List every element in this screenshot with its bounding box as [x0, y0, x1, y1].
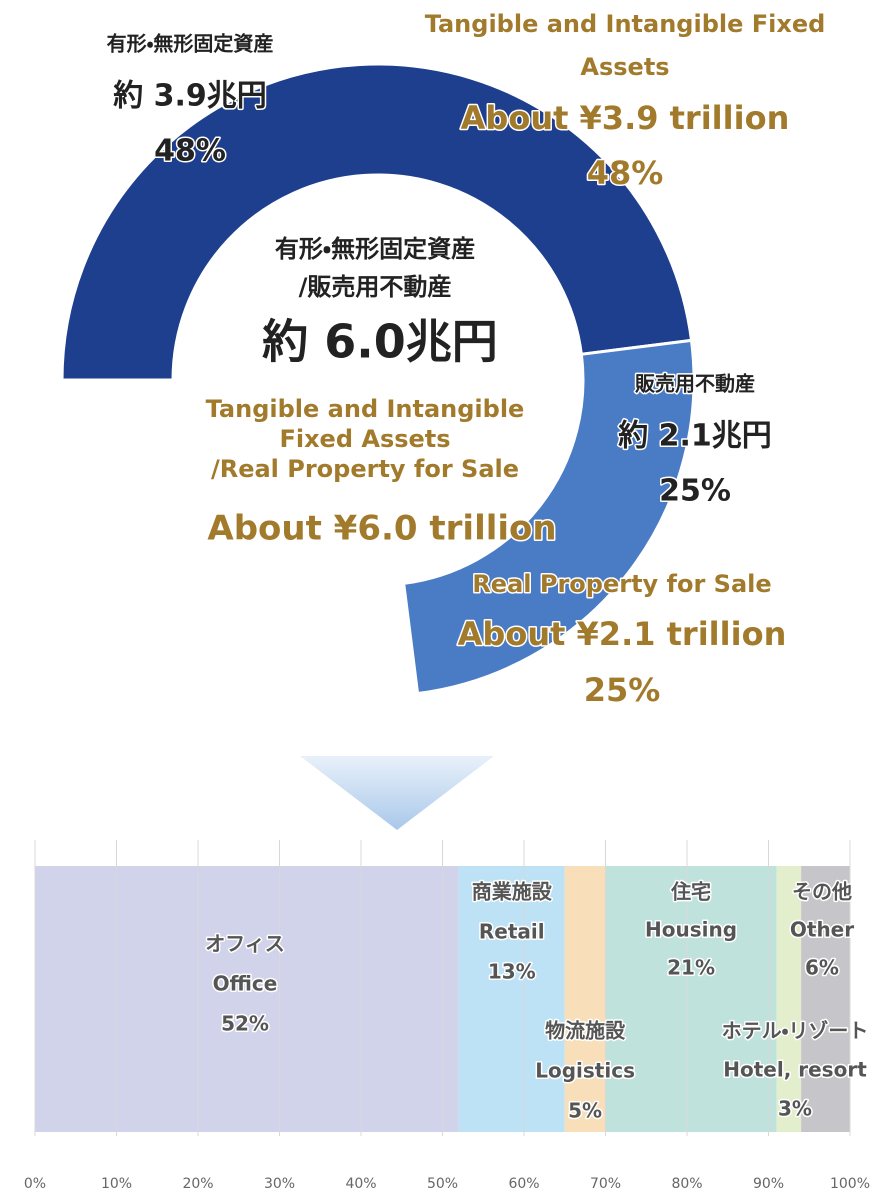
segment-value-label: 5% [568, 1099, 602, 1123]
x-tick-label: 60% [508, 1176, 539, 1192]
arrow [300, 756, 494, 830]
segment-name-ja: 住宅 [670, 880, 711, 904]
segment-percent-ja: 25% [659, 474, 731, 509]
x-tick-label: 80% [671, 1176, 702, 1192]
segment-value-label: 21% [667, 956, 715, 980]
segment-value-label: 6% [805, 956, 839, 980]
center-amount-en: About ¥6.0 trillion [207, 509, 556, 549]
segment-percent-ja: 48% [154, 134, 226, 169]
center-title-ja: /販売用不動産 [299, 273, 452, 301]
bar-segment [35, 866, 459, 1132]
segment-name-ja: 商業施設 [472, 880, 553, 904]
center-title-ja: 有形・無形固定資産 [275, 235, 475, 263]
segment-name-ja: 販売用不動産 [635, 372, 755, 396]
segment-value-label: 3% [778, 1097, 812, 1121]
segment-name-ja: その他 [792, 880, 852, 904]
segment-name-ja: ホテル・リゾート [722, 1019, 869, 1043]
segment-amount-ja: 約 2.1兆円 [618, 419, 772, 454]
x-tick-label: 100% [830, 1176, 870, 1192]
bar-segment [458, 866, 565, 1132]
bar-segment [605, 866, 777, 1132]
segment-name: Hotel, resort [723, 1058, 867, 1082]
segment-amount-en: About ¥2.1 trillion [458, 615, 787, 653]
x-tick-label: 40% [345, 1176, 376, 1192]
segment-name-ja: 有形・無形固定資産 [107, 32, 274, 56]
bar-segment [564, 866, 606, 1132]
donut-segment [60, 62, 694, 382]
center-title-en: Tangible and Intangible [206, 395, 525, 423]
center-title-en: /Real Property for Sale [211, 455, 519, 483]
segment-percent-en: 25% [584, 671, 661, 709]
segment-name: Retail [479, 920, 545, 944]
segment-percent-en: 48% [587, 154, 664, 192]
segment-name: Other [790, 918, 854, 942]
bar-segment [776, 866, 802, 1132]
center-amount-ja: 約 6.0兆円 [262, 315, 498, 369]
segment-value-label: 13% [488, 960, 536, 984]
center-title-en: Fixed Assets [279, 425, 450, 453]
bar-segment [801, 866, 850, 1132]
segment-name-en: Assets [580, 53, 669, 81]
segment-name: Logistics [535, 1059, 635, 1083]
x-tick-label: 90% [753, 1176, 784, 1192]
segment-name-en: Real Property for Sale [472, 570, 771, 598]
x-tick-label: 10% [101, 1176, 132, 1192]
x-tick-label: 70% [590, 1176, 621, 1192]
segment-name: Housing [645, 918, 737, 942]
stacked-bar-chart: 0% 10% 20% 30% 40% 50% 60% 70% 80% 90% 100% オフィス Off… [24, 840, 870, 1192]
segment-name-ja: オフィス [205, 932, 285, 956]
segment-amount-en: About ¥3.9 trillion [461, 99, 790, 137]
x-tick-label: 0% [24, 1176, 46, 1192]
segment-name-ja: 物流施設 [545, 1019, 626, 1043]
bar-segments [35, 866, 850, 1132]
x-tick-label: 30% [264, 1176, 295, 1192]
x-tick-label: 20% [182, 1176, 213, 1192]
segment-name: Office [213, 972, 278, 996]
x-tick-label: 50% [427, 1176, 458, 1192]
segment-amount-ja: 約 3.9兆円 [113, 79, 267, 114]
segment-value-label: 52% [221, 1012, 269, 1036]
segment-name-en: Tangible and Intangible Fixed [425, 10, 826, 38]
donut-segment [402, 338, 696, 696]
